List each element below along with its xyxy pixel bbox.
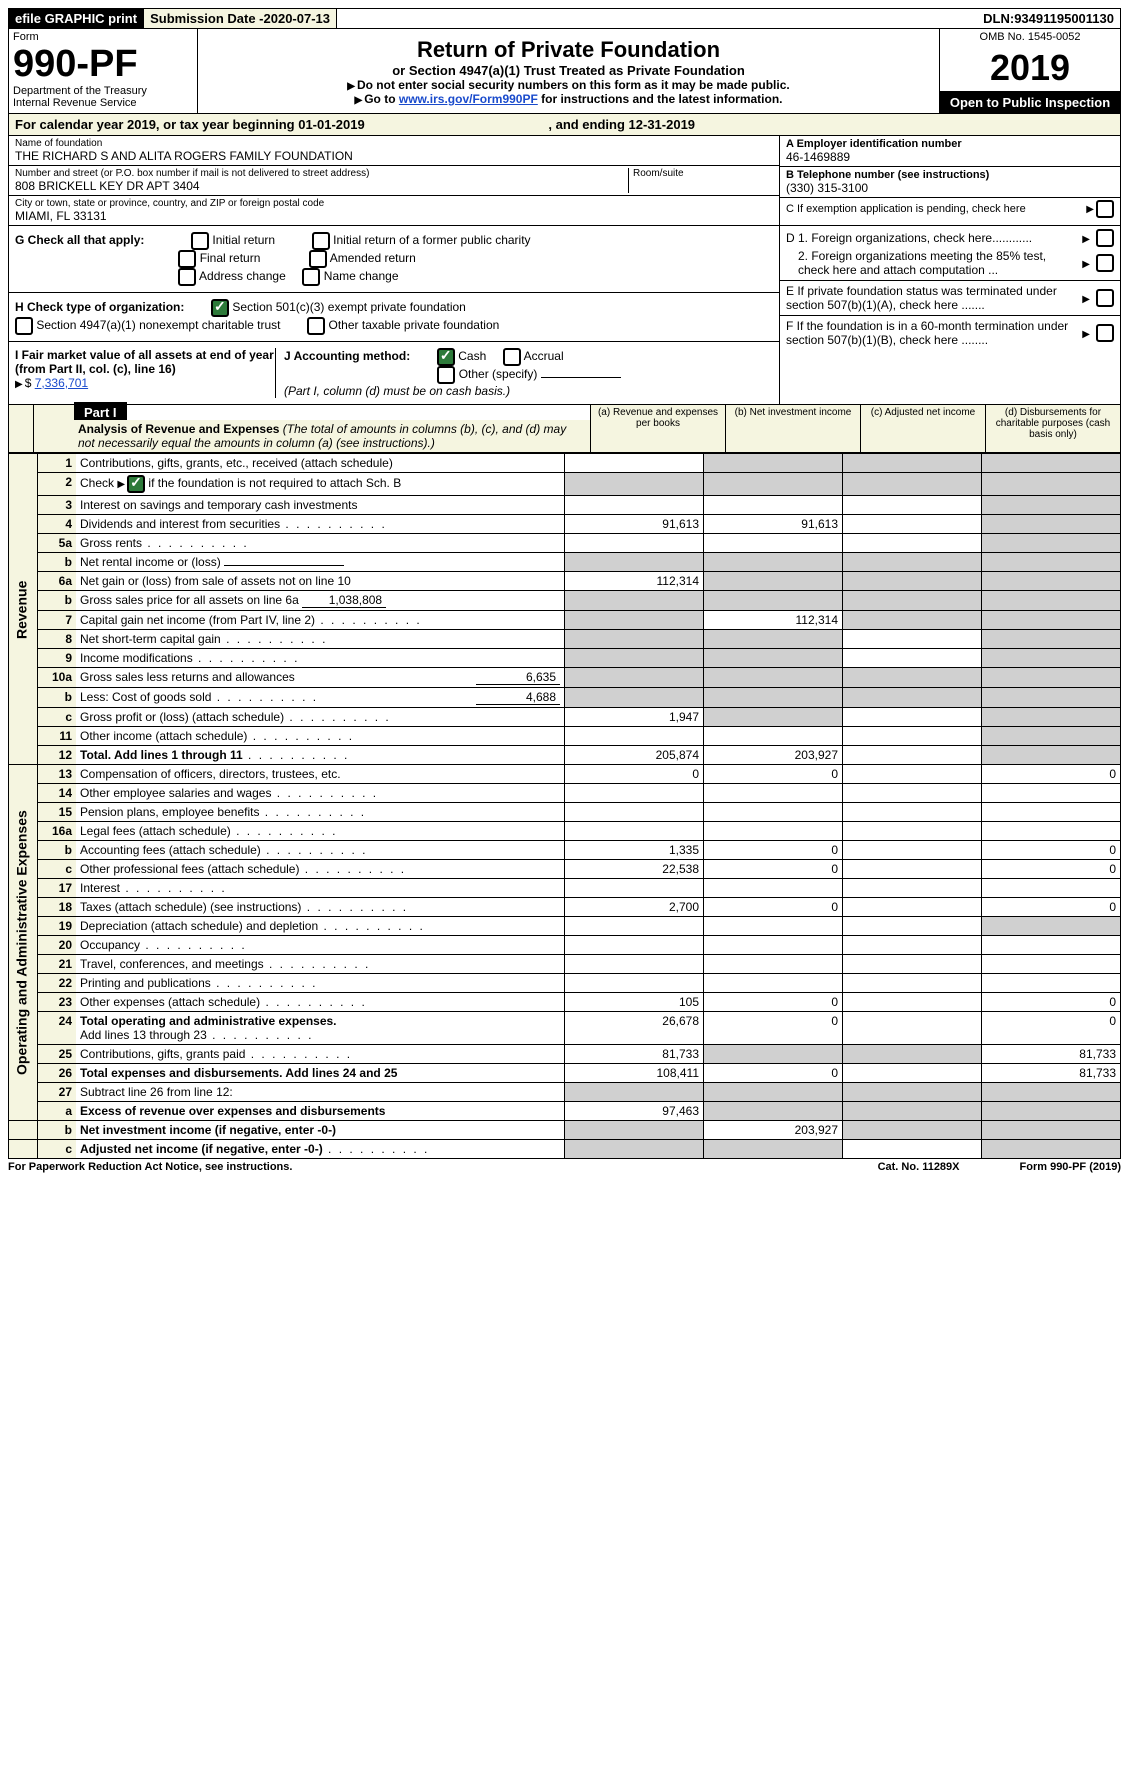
form-ref: Form 990-PF (2019) bbox=[1020, 1161, 1121, 1173]
f-checkbox[interactable] bbox=[1096, 324, 1114, 342]
e-checkbox[interactable] bbox=[1096, 289, 1114, 307]
j-note: (Part I, column (d) must be on cash basi… bbox=[284, 384, 510, 398]
g-amended[interactable] bbox=[309, 250, 327, 268]
irs: Internal Revenue Service bbox=[13, 97, 193, 109]
form-url-link[interactable]: www.irs.gov/Form990PF bbox=[399, 92, 538, 106]
form-subtitle: or Section 4947(a)(1) Trust Treated as P… bbox=[202, 63, 935, 78]
footer: For Paperwork Reduction Act Notice, see … bbox=[8, 1159, 1121, 1173]
ein: 46-1469889 bbox=[786, 150, 1114, 164]
expenses-side-label: Operating and Administrative Expenses bbox=[9, 765, 38, 1121]
form-header: Form 990-PF Department of the Treasury I… bbox=[8, 29, 1121, 114]
j-other[interactable] bbox=[437, 366, 455, 384]
entity-block: Name of foundation THE RICHARD S AND ALI… bbox=[8, 136, 1121, 226]
top-bar: efile GRAPHIC print Submission Date - 20… bbox=[8, 8, 1121, 29]
submission-date: Submission Date - 2020-07-13 bbox=[144, 9, 337, 28]
city-state-zip: MIAMI, FL 33131 bbox=[15, 209, 773, 223]
r2-checkbox[interactable] bbox=[127, 475, 145, 493]
phone: (330) 315-3100 bbox=[786, 181, 1114, 195]
addr-label: Number and street (or P.O. box number if… bbox=[15, 168, 628, 179]
paperwork-notice: For Paperwork Reduction Act Notice, see … bbox=[8, 1161, 292, 1173]
i-label: I Fair market value of all assets at end… bbox=[15, 348, 274, 376]
h-label: H Check type of organization: bbox=[15, 300, 184, 314]
g-final[interactable] bbox=[178, 250, 196, 268]
g-label: G Check all that apply: bbox=[15, 233, 144, 247]
f-label: F If the foundation is in a 60-month ter… bbox=[786, 319, 1078, 347]
c-checkbox[interactable] bbox=[1096, 200, 1114, 218]
goto-note: Go to www.irs.gov/Form990PF for instruct… bbox=[202, 92, 935, 106]
part1-header-row: Part I Analysis of Revenue and Expenses … bbox=[8, 405, 1121, 453]
room-label: Room/suite bbox=[633, 168, 773, 179]
tax-year: 2019 bbox=[940, 45, 1120, 92]
g-initial-former[interactable] bbox=[312, 232, 330, 250]
street-address: 808 BRICKELL KEY DR APT 3404 bbox=[15, 179, 628, 193]
h-501c3[interactable] bbox=[211, 299, 229, 317]
dept: Department of the Treasury bbox=[13, 85, 193, 97]
omb-no: OMB No. 1545-0052 bbox=[940, 29, 1120, 45]
calendar-year-row: For calendar year 2019, or tax year begi… bbox=[8, 114, 1121, 136]
g-addr-change[interactable] bbox=[178, 268, 196, 286]
form-word: Form bbox=[13, 31, 193, 43]
fmv-link[interactable]: 7,336,701 bbox=[35, 376, 88, 390]
col-b-header: (b) Net investment income bbox=[725, 405, 860, 452]
col-c-header: (c) Adjusted net income bbox=[860, 405, 985, 452]
dln: DLN: 93491195001130 bbox=[977, 9, 1120, 28]
col-d-header: (d) Disbursements for charitable purpose… bbox=[985, 405, 1120, 452]
checks-block: G Check all that apply: Initial return I… bbox=[8, 226, 1121, 405]
phone-label: B Telephone number (see instructions) bbox=[786, 169, 989, 181]
g-name-change[interactable] bbox=[302, 268, 320, 286]
h-4947[interactable] bbox=[15, 317, 33, 335]
part1-table: Revenue 1Contributions, gifts, grants, e… bbox=[8, 453, 1121, 1159]
form-title: Return of Private Foundation bbox=[202, 37, 935, 63]
c-label: C If exemption application is pending, c… bbox=[786, 203, 1086, 215]
ssn-note: Do not enter social security numbers on … bbox=[202, 78, 935, 92]
efile-print[interactable]: efile GRAPHIC print bbox=[9, 9, 144, 28]
col-a-header: (a) Revenue and expenses per books bbox=[590, 405, 725, 452]
city-label: City or town, state or province, country… bbox=[15, 198, 773, 209]
d2-checkbox[interactable] bbox=[1096, 254, 1114, 272]
g-initial[interactable] bbox=[191, 232, 209, 250]
h-other-tax[interactable] bbox=[307, 317, 325, 335]
form-number: 990-PF bbox=[13, 45, 193, 83]
d2-label: 2. Foreign organizations meeting the 85%… bbox=[786, 249, 1078, 277]
cat-no: Cat. No. 11289X bbox=[878, 1161, 960, 1173]
j-label: J Accounting method: bbox=[284, 349, 410, 363]
j-accrual[interactable] bbox=[503, 348, 521, 366]
ein-label: A Employer identification number bbox=[786, 138, 962, 150]
revenue-side-label: Revenue bbox=[9, 454, 38, 765]
public-inspection: Open to Public Inspection bbox=[940, 92, 1120, 113]
j-cash[interactable] bbox=[437, 348, 455, 366]
name-label: Name of foundation bbox=[15, 138, 773, 149]
d1-label: D 1. Foreign organizations, check here..… bbox=[786, 231, 1078, 245]
d1-checkbox[interactable] bbox=[1096, 229, 1114, 247]
part-i-title: Analysis of Revenue and Expenses bbox=[78, 422, 279, 436]
foundation-name: THE RICHARD S AND ALITA ROGERS FAMILY FO… bbox=[15, 149, 773, 163]
e-label: E If private foundation status was termi… bbox=[786, 284, 1078, 312]
